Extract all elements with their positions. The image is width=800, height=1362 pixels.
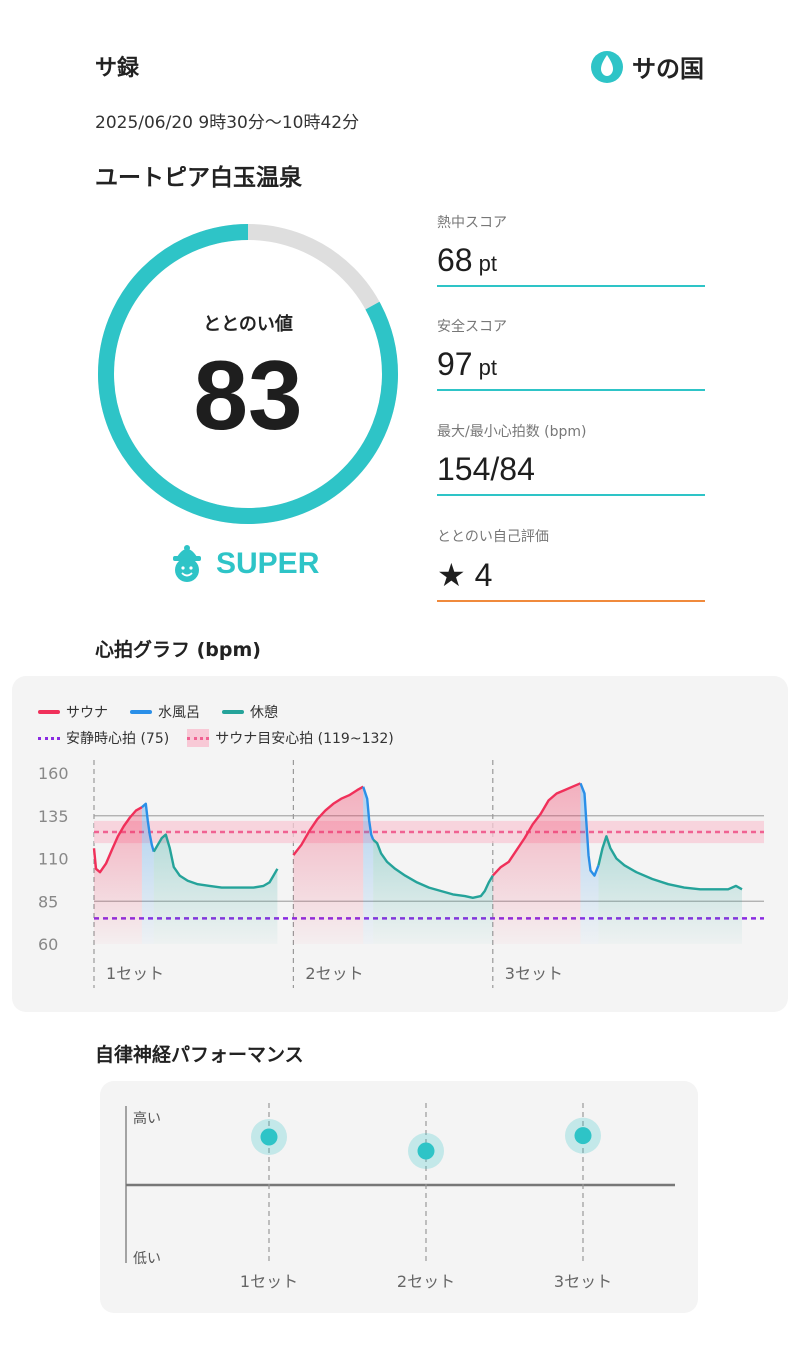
facility-name: ユートピア白玉温泉 xyxy=(95,165,302,191)
ans-set-label: 2セット xyxy=(397,1272,455,1291)
water-series-line xyxy=(141,802,155,853)
legend-row-1: サウナ 水風呂 休憩 xyxy=(38,702,278,722)
ans-point xyxy=(417,1142,435,1160)
rest-series-line xyxy=(372,838,494,900)
rest-series-line xyxy=(597,835,743,891)
rest-series-line xyxy=(152,833,279,889)
metric-value: 68 pt xyxy=(437,242,497,278)
metric-heat-score: 熱中スコア 68 pt xyxy=(437,212,705,287)
y-tick-label: 60 xyxy=(38,935,58,954)
rest-area xyxy=(153,834,278,944)
set-label: 1セット xyxy=(106,964,164,983)
y-tick-label: 135 xyxy=(38,807,69,826)
y-tick-label: 110 xyxy=(38,850,69,869)
session-time: 2025/06/20 9時30分〜10時42分 xyxy=(95,113,360,133)
sauna-area xyxy=(492,783,581,944)
heart-chart-title: 心拍グラフ (bpm) xyxy=(95,639,261,661)
metric-underline xyxy=(437,285,705,287)
drop-icon xyxy=(591,51,623,83)
water-series-line xyxy=(579,782,600,877)
water-series-line xyxy=(362,786,375,841)
set-label: 2セット xyxy=(305,964,363,983)
ans-point xyxy=(260,1128,278,1146)
logo-text: サの国 xyxy=(632,54,704,83)
sauna-area xyxy=(293,786,364,944)
metric-value: 97 pt xyxy=(437,346,497,382)
rank-label: SUPER xyxy=(216,547,320,580)
sauna-hat-icon xyxy=(173,545,201,582)
sauna-area xyxy=(94,807,142,944)
legend-sauna: サウナ xyxy=(38,702,108,722)
y-tick-label: 85 xyxy=(38,892,58,911)
legend-target-hr: サウナ目安心拍 (119~132) xyxy=(187,728,394,748)
ans-y-low-label: 低い xyxy=(133,1251,161,1267)
ans-set-label: 1セット xyxy=(240,1272,298,1291)
rank-badge: SUPER xyxy=(168,543,319,585)
metric-safety-score: 安全スコア 97 pt xyxy=(437,316,705,391)
totonoi-gauge xyxy=(98,224,398,524)
heart-rate-plot: 160 135 110 85 60 1セット 2セット 3セット xyxy=(38,760,764,988)
ans-point xyxy=(574,1127,592,1145)
brand-logo: サの国 xyxy=(590,46,704,86)
sauna-series-line xyxy=(92,806,143,874)
ans-chart-title: 自律神経パフォーマンス xyxy=(95,1044,304,1066)
metric-heart-rate: 最大/最小心拍数 (bpm) 154/84 xyxy=(437,421,705,496)
gauge-label: ととのい値 xyxy=(203,314,293,335)
legend-row-2: 安静時心拍 (75) サウナ目安心拍 (119~132) xyxy=(38,728,394,748)
metric-underline xyxy=(437,600,705,602)
legend-rest: 休憩 xyxy=(222,702,278,722)
metric-label: 最大/最小心拍数 (bpm) xyxy=(437,424,587,440)
water-area xyxy=(363,786,374,944)
legend-resting-hr: 安静時心拍 (75) xyxy=(38,728,169,748)
sauna-series-line xyxy=(292,785,364,856)
app-title: サ録 xyxy=(95,56,140,81)
metric-value: 154/84 xyxy=(437,451,535,487)
rest-area xyxy=(598,836,742,944)
gauge-progress xyxy=(98,224,398,524)
ans-set-label: 3セット xyxy=(554,1272,612,1291)
gauge-value: 83 xyxy=(193,340,303,450)
ans-chart-card: 高い 低い 1セット 2セット 3セット xyxy=(100,1081,698,1313)
metric-underline xyxy=(437,494,705,496)
heart-chart-card: サウナ 水風呂 休憩 安静時心拍 (75) サウナ目安心拍 (119~132) … xyxy=(12,676,788,1012)
metric-self-evaluation: ととのい自己評価 ★ 4 xyxy=(437,526,705,602)
metric-label: ととのい自己評価 xyxy=(437,529,549,545)
metric-label: 安全スコア xyxy=(437,319,507,335)
set-label: 3セット xyxy=(505,964,563,983)
ans-y-high-label: 高い xyxy=(133,1110,161,1127)
legend-water: 水風呂 xyxy=(130,702,200,722)
ans-plot: 高い 低い 1セット 2セット 3セット xyxy=(125,1103,675,1291)
y-tick-label: 160 xyxy=(38,764,69,783)
water-area xyxy=(141,803,154,944)
metric-label: 熱中スコア xyxy=(437,215,507,231)
sauna-series-line xyxy=(491,782,581,877)
metric-underline xyxy=(437,389,705,391)
metric-value: ★ 4 xyxy=(437,557,493,593)
rest-area xyxy=(373,839,493,944)
